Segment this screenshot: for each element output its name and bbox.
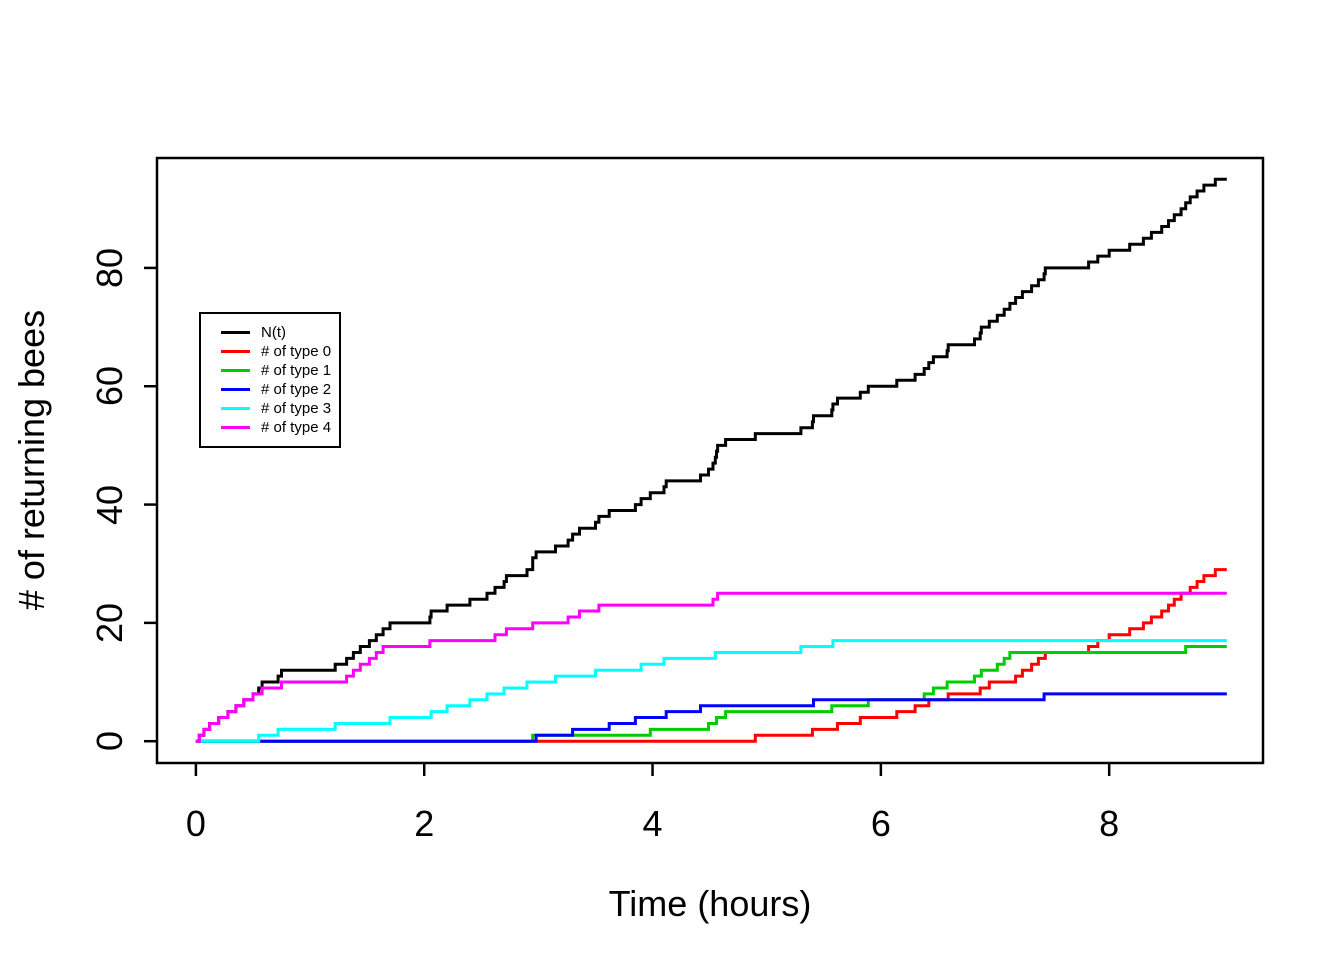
series-line-type-2 — [195, 692, 1227, 743]
legend-item: N(t) — [201, 323, 339, 342]
x-tick-label: 2 — [414, 803, 435, 844]
legend-line-swatch-type-3 — [221, 407, 250, 410]
plot-border-box — [155, 156, 1265, 765]
y-tick-label: 40 — [89, 484, 130, 525]
x-axis-title: Time (hours) — [608, 883, 812, 924]
y-axis-title: # of returning bees — [11, 309, 52, 611]
legend-item: # of type 2 — [201, 380, 339, 399]
legend-box: N(t) # of type 0 # of type 1 # of type 2 # o… — [199, 312, 341, 448]
x-tick-label: 8 — [1099, 803, 1120, 844]
legend-line-swatch-type-2 — [221, 388, 250, 391]
legend-label: # of type 1 — [261, 362, 332, 379]
y-tick-label: 20 — [89, 602, 130, 643]
legend-label: # of type 0 — [261, 343, 332, 360]
series-line-type-4 — [195, 591, 1227, 743]
x-tick-label: 4 — [642, 803, 663, 844]
series-line-N-t — [195, 177, 1227, 743]
legend-label: # of type 4 — [261, 419, 332, 436]
y-tick-label: 80 — [89, 247, 130, 288]
legend-line-swatch-type-4 — [221, 426, 250, 429]
legend-label: N(t) — [261, 324, 286, 341]
legend-item: # of type 1 — [201, 361, 339, 380]
y-tick-label: 60 — [89, 366, 130, 407]
legend-line-swatch-N-t — [221, 331, 250, 334]
legend-item: # of type 4 — [201, 418, 339, 437]
series-line-type-0 — [195, 568, 1227, 743]
legend-label: # of type 2 — [261, 381, 332, 398]
x-tick-label: 6 — [870, 803, 891, 844]
legend-item: # of type 0 — [201, 342, 339, 361]
y-tick-label: 0 — [89, 731, 130, 752]
x-tick-label: 0 — [185, 803, 206, 844]
legend-line-swatch-type-0 — [221, 350, 250, 353]
legend-item: # of type 3 — [201, 399, 339, 418]
series-line-type-1 — [195, 645, 1227, 743]
series-line-type-3 — [195, 639, 1227, 743]
legend-line-swatch-type-1 — [221, 369, 250, 372]
legend-label: # of type 3 — [261, 400, 332, 417]
